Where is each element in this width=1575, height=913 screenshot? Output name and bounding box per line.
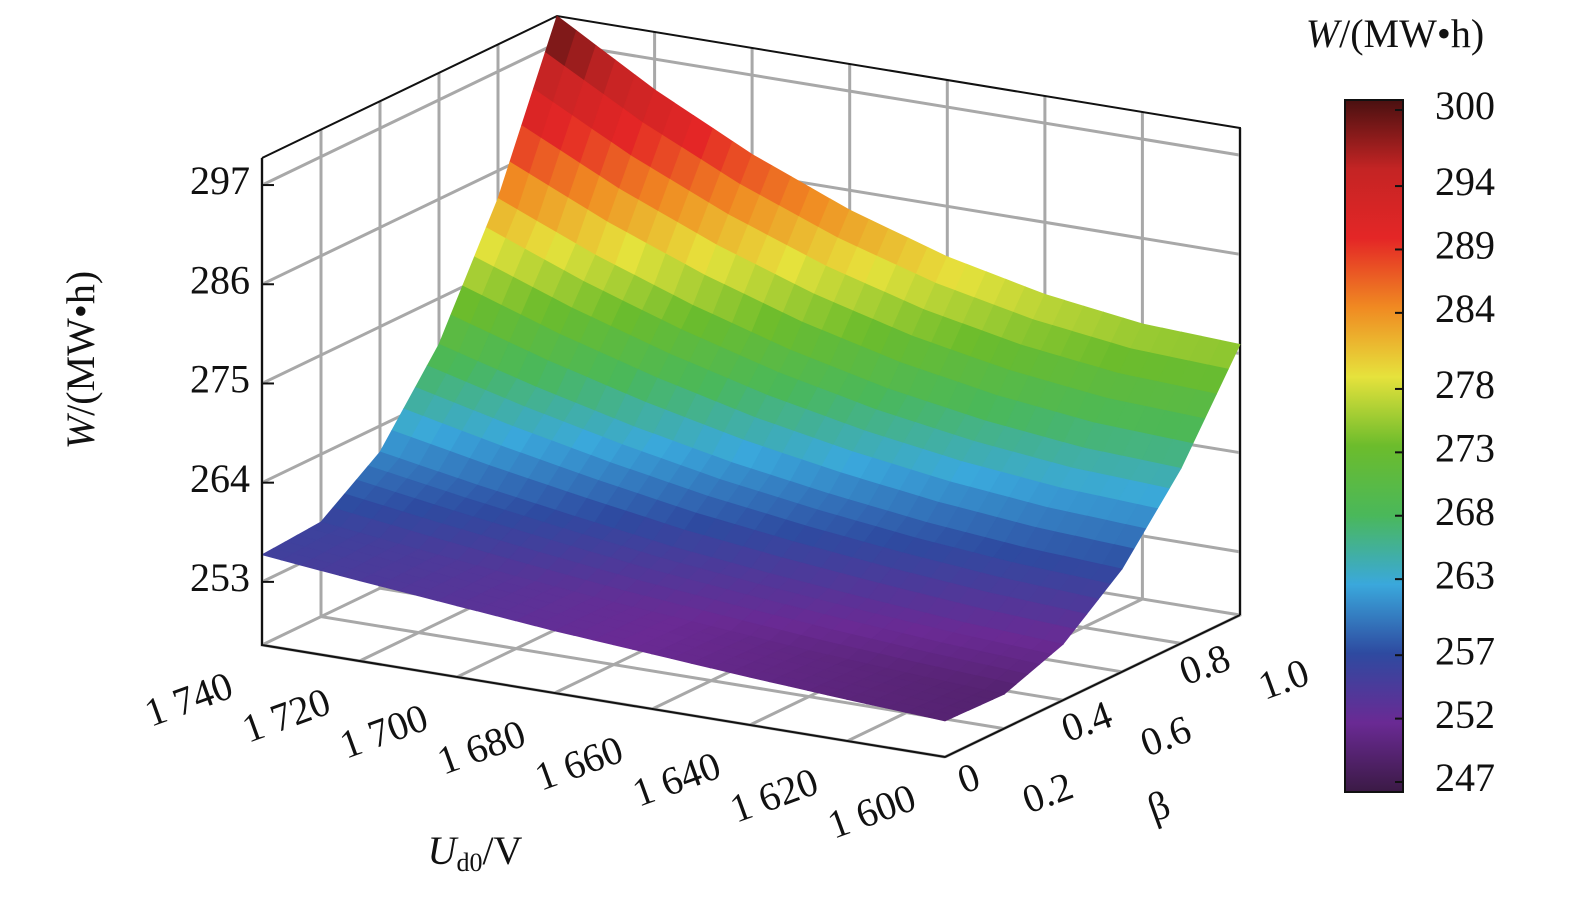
z-tick-label: 286 bbox=[190, 257, 250, 302]
colorbar-tick-label: 247 bbox=[1435, 755, 1495, 800]
x-label-main: U bbox=[428, 828, 460, 873]
axis-box bbox=[261, 14, 1241, 615]
colorbar-tick-label: 263 bbox=[1435, 552, 1495, 597]
x-axis-label: Ud0/V bbox=[428, 828, 523, 877]
colorbar-tick-label: 300 bbox=[1435, 83, 1495, 128]
y-axis-label: β bbox=[1141, 781, 1176, 830]
x-tick-label: 1 600 bbox=[822, 774, 922, 847]
colorbar-tick-label: 278 bbox=[1435, 362, 1495, 407]
x-label-sub: d0 bbox=[456, 848, 482, 877]
axis-box bbox=[261, 158, 1241, 759]
x-label-rest: /V bbox=[482, 828, 522, 873]
y-tick-label: 0.2 bbox=[1016, 763, 1078, 822]
z-label-main: W bbox=[58, 412, 103, 449]
x-tick-label: 1 660 bbox=[529, 726, 629, 799]
colorbar bbox=[1344, 99, 1404, 793]
z-tick-label: 275 bbox=[190, 357, 250, 402]
colorbar-tick-label: 252 bbox=[1435, 692, 1495, 737]
y-tick-label: 0 bbox=[951, 753, 985, 802]
colorbar-tick-label: 257 bbox=[1435, 628, 1495, 673]
grid-line bbox=[319, 129, 1005, 731]
colorbar-title-rest: /(MW•h) bbox=[1339, 11, 1484, 56]
y-tick-label: 0.6 bbox=[1134, 706, 1196, 765]
colorbar-tick-label: 268 bbox=[1435, 489, 1495, 534]
colorbar-tick-label: 273 bbox=[1435, 426, 1495, 471]
z-tick-label: 264 bbox=[190, 456, 250, 501]
y-tick-label: 1.0 bbox=[1252, 649, 1314, 708]
x-tick-label: 1 720 bbox=[236, 678, 336, 751]
z-axis-label: W/(MW•h) bbox=[58, 271, 103, 449]
z-label-rest: /(MW•h) bbox=[58, 271, 103, 416]
x-tick-label: 1 640 bbox=[626, 742, 726, 815]
z-tick-label: 253 bbox=[190, 555, 250, 600]
x-tick-label: 1 620 bbox=[724, 758, 824, 831]
surface bbox=[260, 15, 1241, 722]
surface-patch bbox=[924, 710, 959, 722]
x-tick-label: 1 740 bbox=[139, 662, 239, 735]
colorbar-title: W/(MW•h) bbox=[1306, 11, 1484, 56]
z-tick-label: 297 bbox=[190, 158, 250, 203]
colorbar-title-main: W bbox=[1306, 11, 1343, 56]
x-tick-label: 1 680 bbox=[431, 710, 531, 783]
x-tick-label: 1 700 bbox=[334, 694, 434, 767]
colorbar-tick-label: 284 bbox=[1435, 286, 1495, 331]
colorbar-tick-label: 289 bbox=[1435, 223, 1495, 268]
colorbar-tick-label: 294 bbox=[1435, 159, 1495, 204]
